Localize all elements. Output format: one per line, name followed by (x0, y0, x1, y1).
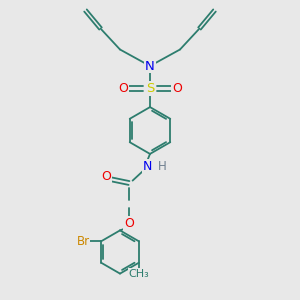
Text: O: O (172, 82, 182, 95)
Text: O: O (118, 82, 128, 95)
Text: O: O (102, 170, 111, 184)
Text: H: H (158, 160, 167, 173)
Text: CH₃: CH₃ (128, 269, 149, 279)
Text: O: O (124, 217, 134, 230)
Text: N: N (143, 160, 152, 173)
Text: S: S (146, 82, 154, 95)
Text: N: N (145, 59, 155, 73)
Text: Br: Br (77, 235, 90, 248)
